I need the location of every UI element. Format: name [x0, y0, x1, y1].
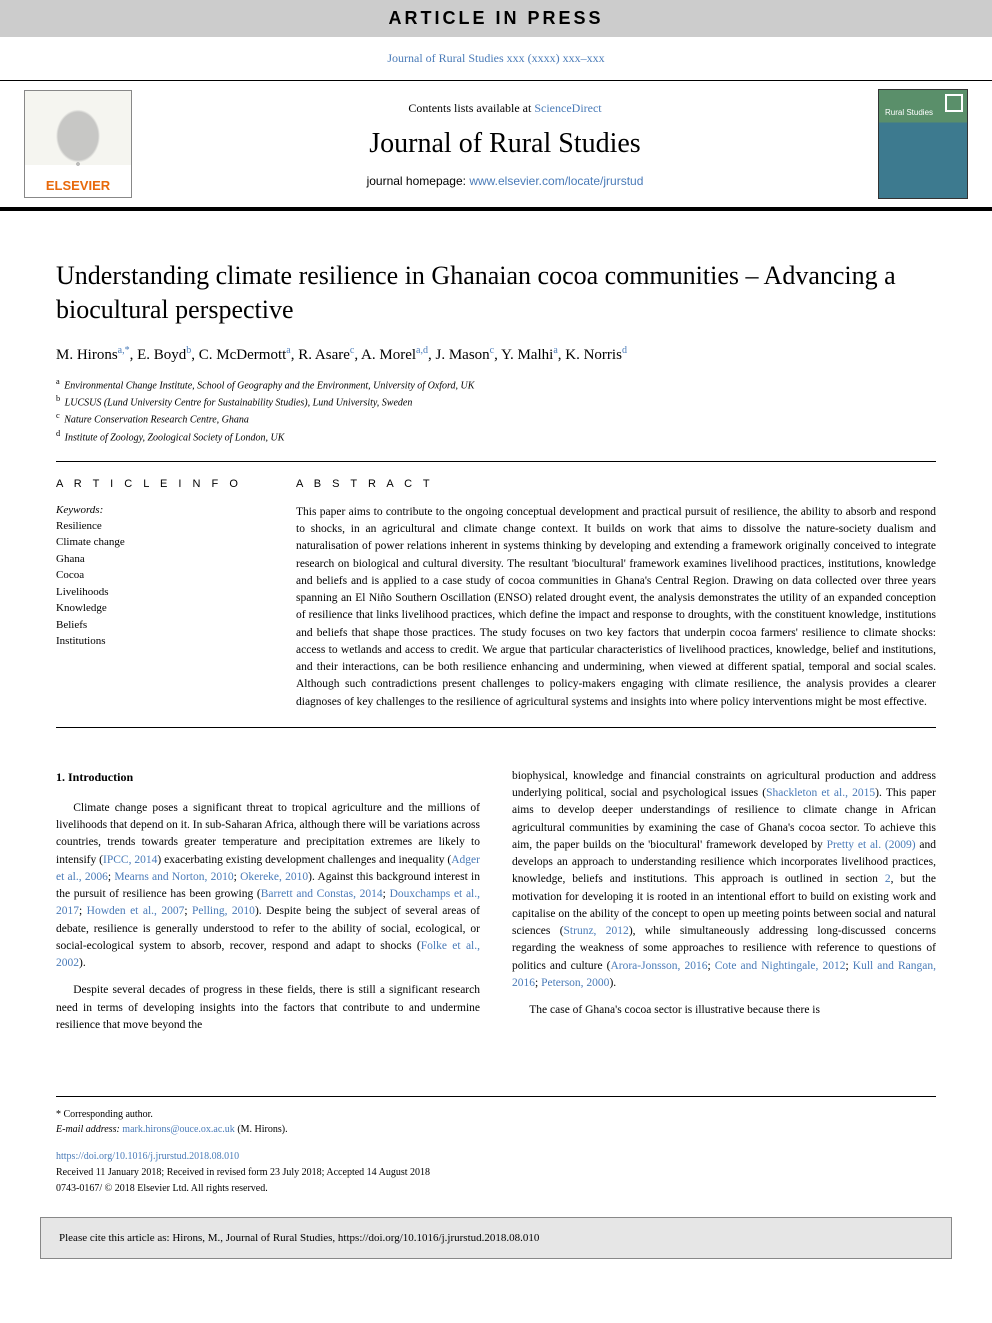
divider-top	[56, 461, 936, 462]
journal-title: Journal of Rural Studies	[152, 128, 858, 160]
footer-corresponding: * Corresponding author. E-mail address: …	[56, 1096, 936, 1137]
keyword-item: Ghana	[56, 551, 256, 568]
homepage-link[interactable]: www.elsevier.com/locate/jrurstud	[469, 174, 643, 188]
info-abstract-row: A R T I C L E I N F O Keywords: Resilien…	[56, 478, 936, 711]
sciencedirect-link[interactable]: ScienceDirect	[534, 101, 601, 115]
keyword-item: Knowledge	[56, 600, 256, 617]
article-info-heading: A R T I C L E I N F O	[56, 478, 256, 490]
affiliation-line: a Environmental Change Institute, School…	[56, 376, 936, 393]
issn-copyright: 0743-0167/ © 2018 Elsevier Ltd. All righ…	[56, 1181, 936, 1197]
please-cite-box: Please cite this article as: Hirons, M.,…	[40, 1217, 952, 1259]
cite-mearns[interactable]: Mearns and Norton, 2010	[114, 871, 233, 883]
intro-paragraph-3: The case of Ghana's cocoa sector is illu…	[512, 1002, 936, 1019]
abstract-heading: A B S T R A C T	[296, 478, 936, 490]
cite-ipcc[interactable]: IPCC, 2014	[103, 854, 157, 866]
body-column-left: 1. Introduction Climate change poses a s…	[56, 768, 480, 1044]
affiliation-line: d Institute of Zoology, Zoological Socie…	[56, 428, 936, 445]
email-suffix: (M. Hirons).	[235, 1124, 288, 1135]
cite-barrett[interactable]: Barrett and Constas, 2014	[261, 888, 383, 900]
cite-pretty[interactable]: Pretty et al. (2009)	[827, 839, 916, 851]
body-two-column: 1. Introduction Climate change poses a s…	[56, 768, 936, 1044]
doi-block: https://doi.org/10.1016/j.jrurstud.2018.…	[56, 1149, 936, 1197]
article-info-column: A R T I C L E I N F O Keywords: Resilien…	[56, 478, 256, 711]
cite-strunz[interactable]: Strunz, 2012	[564, 925, 629, 937]
keyword-item: Livelihoods	[56, 584, 256, 601]
intro-paragraph-2: Despite several decades of progress in t…	[56, 982, 480, 1034]
keywords-label: Keywords:	[56, 504, 256, 516]
abstract-column: A B S T R A C T This paper aims to contr…	[296, 478, 936, 711]
affiliation-line: b LUCSUS (Lund University Centre for Sus…	[56, 393, 936, 410]
body-column-right: biophysical, knowledge and financial con…	[512, 768, 936, 1044]
keyword-item: Cocoa	[56, 567, 256, 584]
doi-link[interactable]: https://doi.org/10.1016/j.jrurstud.2018.…	[56, 1151, 239, 1162]
masthead-center: Contents lists available at ScienceDirec…	[152, 101, 858, 188]
intro-paragraph-2-continued: biophysical, knowledge and financial con…	[512, 768, 936, 992]
affiliations: a Environmental Change Institute, School…	[56, 376, 936, 445]
cite-okereke[interactable]: Okereke, 2010	[240, 871, 308, 883]
author-list: M. Hironsa,*, E. Boydb, C. McDermotta, R…	[56, 345, 936, 364]
cite-arora[interactable]: Arora-Jonsson, 2016	[610, 960, 707, 972]
section-heading-introduction: 1. Introduction	[56, 768, 480, 786]
cite-shackleton[interactable]: Shackleton et al., 2015	[766, 787, 875, 799]
journal-cover-thumbnail[interactable]	[878, 89, 968, 199]
cite-howden[interactable]: Howden et al., 2007	[87, 905, 185, 917]
keyword-item: Institutions	[56, 633, 256, 650]
elsevier-logo[interactable]: ELSEVIER	[24, 90, 132, 198]
journal-reference-line: Journal of Rural Studies xxx (xxxx) xxx–…	[0, 37, 992, 80]
abstract-text: This paper aims to contribute to the ong…	[296, 504, 936, 711]
contents-line: Contents lists available at ScienceDirec…	[152, 101, 858, 116]
contents-prefix: Contents lists available at	[408, 101, 534, 115]
article-title: Understanding climate resilience in Ghan…	[56, 259, 936, 327]
divider-bottom	[56, 727, 936, 728]
homepage-line: journal homepage: www.elsevier.com/locat…	[152, 174, 858, 188]
email-label: E-mail address:	[56, 1124, 122, 1135]
affiliation-line: c Nature Conservation Research Centre, G…	[56, 410, 936, 427]
article-body: Understanding climate resilience in Ghan…	[0, 211, 992, 1068]
keyword-item: Beliefs	[56, 617, 256, 634]
corresponding-email-link[interactable]: mark.hirons@ouce.ox.ac.uk	[122, 1124, 235, 1135]
email-line: E-mail address: mark.hirons@ouce.ox.ac.u…	[56, 1122, 936, 1137]
keyword-item: Climate change	[56, 534, 256, 551]
article-in-press-banner: ARTICLE IN PRESS	[0, 0, 992, 37]
cite-cote[interactable]: Cote and Nightingale, 2012	[715, 960, 846, 972]
article-history: Received 11 January 2018; Received in re…	[56, 1165, 936, 1181]
cite-pelling[interactable]: Pelling, 2010	[192, 905, 255, 917]
cite-peterson[interactable]: Peterson, 2000	[541, 977, 609, 989]
corresponding-author-note: * Corresponding author.	[56, 1107, 936, 1122]
intro-paragraph-1: Climate change poses a significant threa…	[56, 800, 480, 973]
masthead: ELSEVIER Contents lists available at Sci…	[0, 80, 992, 211]
homepage-prefix: journal homepage:	[367, 174, 470, 188]
keyword-item: Resilience	[56, 518, 256, 535]
